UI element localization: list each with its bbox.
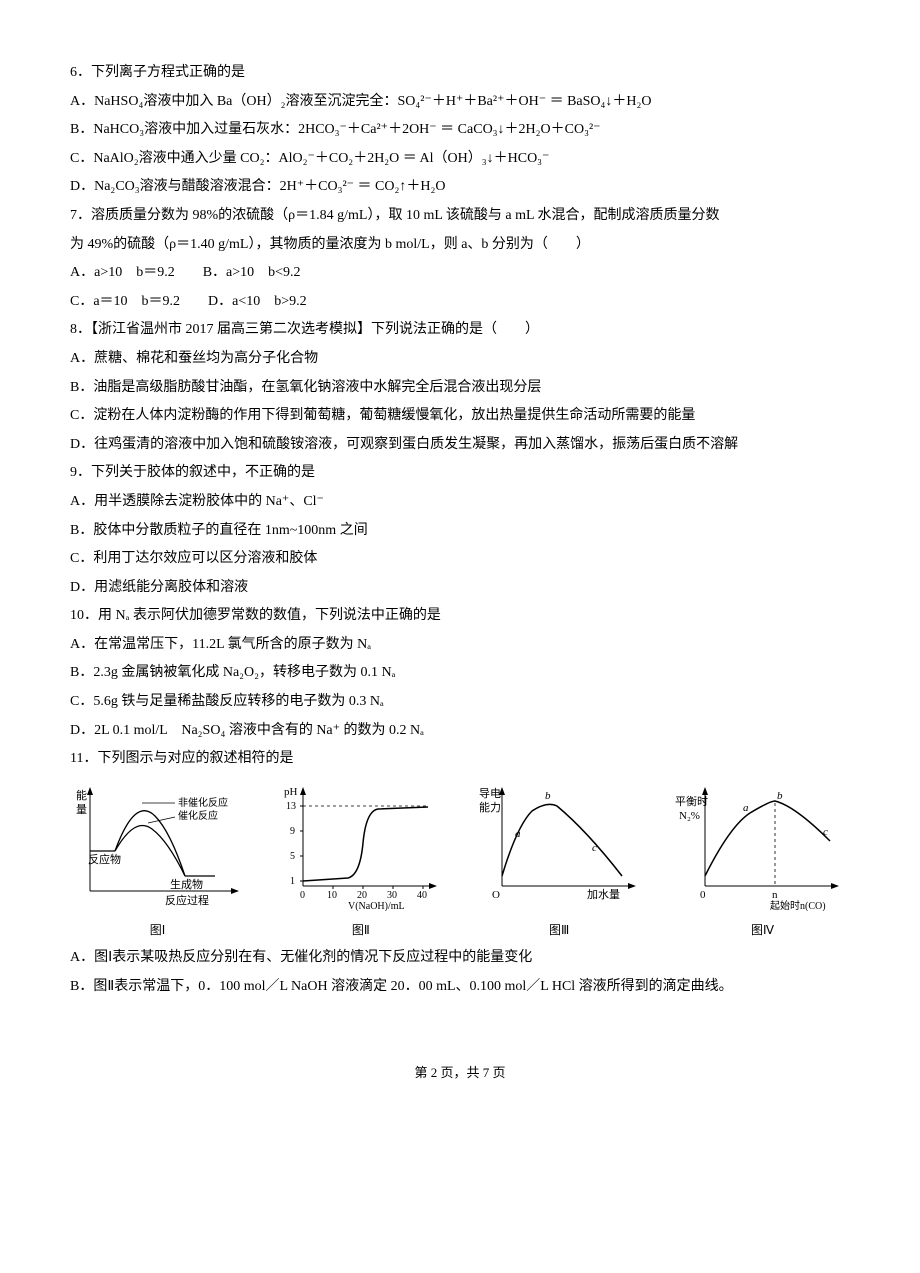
fig3-ylabel-1: 导电 (479, 787, 501, 800)
q7-stem-line2: 为 49%的硫酸（ρ＝1.40 g/mL），其物质的量浓度为 b mol/L，则… (70, 232, 850, 259)
fig1-noncat-label: 非催化反应 (178, 796, 228, 809)
q9-opt-a: A．用半透膜除去淀粉胶体中的 Na⁺、Cl⁻ (70, 489, 850, 516)
fig2-xtick-30: 30 (387, 890, 397, 901)
q10-opt-d: D．2L 0.1 mol/L Na₂SO₄ 溶液中含有的 Na⁺ 的数为 0.2… (70, 718, 850, 745)
fig2-xtick-40: 40 (417, 890, 427, 901)
q6-opt-a: A．NaHSO₄溶液中加入 Ba（OH）₂溶液至沉淀完全：SO₄²⁻＋H⁺＋Ba… (70, 89, 850, 116)
q10-opt-c: C．5.6g 铁与足量稀盐酸反应转移的电子数为 0.3 Nₐ (70, 689, 850, 716)
q10-opt-b: B．2.3g 金属钠被氧化成 Na₂O₂，转移电子数为 0.1 Nₐ (70, 660, 850, 687)
fig2-xlabel: V(NaOH)/mL (348, 901, 405, 911)
fig4-point-c: c (823, 826, 828, 838)
q9-opt-d: D．用滤纸能分离胶体和溶液 (70, 575, 850, 602)
fig1-product-label: 生成物 (170, 877, 203, 891)
fig4-point-a: a (743, 802, 749, 814)
fig3-point-a: a (515, 828, 521, 840)
fig3-xlabel: 加水量 (587, 888, 620, 901)
fig1-xlabel: 反应过程 (165, 893, 209, 907)
q6-stem: 6．下列离子方程式正确的是 (70, 60, 850, 87)
fig1-reactant-label: 反应物 (88, 852, 121, 866)
q8-stem: 8．【浙江省温州市 2017 届高三第二次选考模拟】下列说法正确的是（ ） (70, 317, 850, 344)
fig4-xlabel: 起始时n(CO) (770, 899, 826, 911)
fig2-caption: 图Ⅱ (278, 919, 443, 942)
q6-opt-b: B．NaHCO₃溶液中加入过量石灰水：2HCO₃⁻＋Ca²⁺＋2OH⁻ ＝ Ca… (70, 117, 850, 144)
q8-opt-c: C．淀粉在人体内淀粉酶的作用下得到葡萄糖，葡萄糖缓慢氧化，放出热量提供生命活动所… (70, 403, 850, 430)
fig2-xtick-20: 20 (357, 890, 367, 901)
fig2-xtick-0: 0 (300, 890, 305, 901)
fig1-caption: 图Ⅰ (70, 919, 245, 942)
fig4-xtick-n: n (772, 889, 778, 901)
fig4-caption: 图Ⅳ (675, 919, 850, 942)
svg-text:0: 0 (700, 889, 706, 901)
fig2-ytick-1: 1 (290, 876, 295, 887)
q9-opt-b: B．胶体中分散质粒子的直径在 1nm~100nm 之间 (70, 518, 850, 545)
q10-stem: 10．用 Nₐ 表示阿伏加德罗常数的数值，下列说法中正确的是 (70, 603, 850, 630)
q7-opt-cd: C．a＝10 b＝9.2 D．a<10 b>9.2 (70, 289, 850, 316)
q8-opt-d: D．往鸡蛋清的溶液中加入饱和硫酸铵溶液，可观察到蛋白质发生凝聚，再加入蒸馏水，振… (70, 432, 850, 459)
q10-opt-a: A．在常温常压下，11.2L 氯气所含的原子数为 Nₐ (70, 632, 850, 659)
svg-text:O: O (492, 889, 500, 901)
figure-row: 能 量 反应物 生成物 非催化反应 催化反应 反应过程 图Ⅰ (70, 781, 850, 942)
figure-3: 导电 能力 a b c O 加水量 图Ⅲ (477, 781, 642, 942)
q9-stem: 9．下列关于胶体的叙述中，不正确的是 (70, 460, 850, 487)
fig4-point-b: b (777, 790, 783, 802)
fig2-ytick-5: 5 (290, 851, 295, 862)
figure-2: pH 1 5 9 13 0 10 20 30 40 V(NaOH)/mL 图Ⅱ (278, 781, 443, 942)
page-footer: 第 2 页，共 7 页 (70, 1061, 850, 1086)
q11-opt-a: A．图Ⅰ表示某吸热反应分别在有、无催化剂的情况下反应过程中的能量变化 (70, 945, 850, 972)
fig1-ylabel-1: 能 (76, 788, 87, 802)
fig3-point-b: b (545, 790, 551, 802)
q6-opt-d: D．Na₂CO₃溶液与醋酸溶液混合：2H⁺＋CO₃²⁻ ＝ CO₂↑＋H₂O (70, 174, 850, 201)
fig2-ylabel: pH (284, 786, 298, 798)
fig2-xtick-10: 10 (327, 890, 337, 901)
q6-opt-c: C．NaAlO₂溶液中通入少量 CO₂：AlO₂⁻＋CO₂＋2H₂O ＝ Al（… (70, 146, 850, 173)
figure-1: 能 量 反应物 生成物 非催化反应 催化反应 反应过程 图Ⅰ (70, 781, 245, 942)
q7-opt-ab: A．a>10 b＝9.2 B．a>10 b<9.2 (70, 260, 850, 287)
fig2-ytick-9: 9 (290, 826, 295, 837)
fig3-ylabel-2: 能力 (479, 800, 501, 814)
fig2-ytick-13: 13 (286, 801, 296, 812)
q11-stem: 11．下列图示与对应的叙述相符的是 (70, 746, 850, 773)
q8-opt-b: B．油脂是高级脂肪酸甘油酯，在氢氧化钠溶液中水解完全后混合液出现分层 (70, 375, 850, 402)
fig4-ylabel-2: N₂% (679, 810, 700, 822)
figure-4: 平衡时 N₂% a b c 0 n 起始时n(CO) 图Ⅳ (675, 781, 850, 942)
fig4-ylabel-1: 平衡时 (675, 795, 708, 808)
fig3-point-c: c (592, 842, 597, 854)
fig1-ylabel-2: 量 (76, 803, 87, 816)
q9-opt-c: C．利用丁达尔效应可以区分溶液和胶体 (70, 546, 850, 573)
q11-opt-b: B．图Ⅱ表示常温下，0．100 mol／L NaOH 溶液滴定 20．00 mL… (70, 974, 850, 1001)
q8-opt-a: A．蔗糖、棉花和蚕丝均为高分子化合物 (70, 346, 850, 373)
fig1-cat-label: 催化反应 (178, 809, 218, 822)
q7-stem-line1: 7．溶质质量分数为 98%的浓硫酸（ρ＝1.84 g/mL），取 10 mL 该… (70, 203, 850, 230)
fig3-caption: 图Ⅲ (477, 919, 642, 942)
